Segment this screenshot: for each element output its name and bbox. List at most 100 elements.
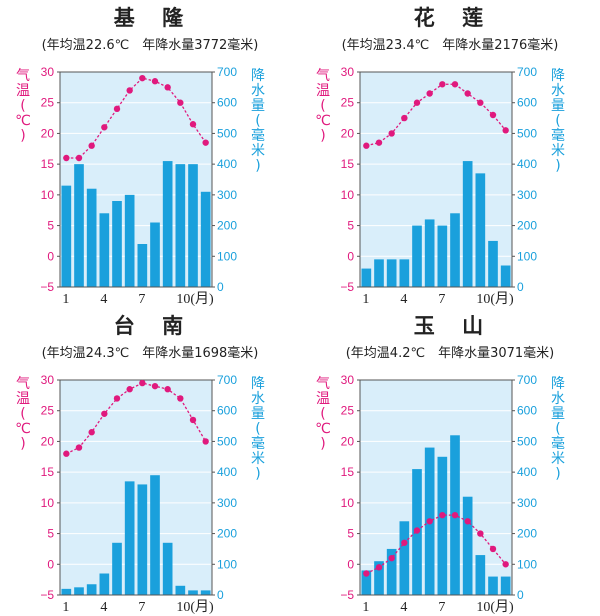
chart-panel-keelung: 基 隆 (年均温22.6℃ 年降水量3772毫米) 30 25 20 15 10 5 0 −5… — [0, 2, 300, 308]
left-tick-label: 15 — [341, 157, 355, 171]
plot-area — [60, 380, 212, 595]
x-tick-label: 7 — [438, 600, 445, 615]
chart-title: 玉 山 — [413, 314, 487, 338]
plot-area — [360, 380, 512, 595]
right-tick-label: 600 — [517, 96, 537, 110]
precipitation-bar — [86, 584, 97, 595]
y-right-label-char: 米 — [551, 451, 565, 467]
temperature-point — [451, 511, 459, 519]
temperature-point — [375, 139, 383, 146]
precipitation-bar — [399, 259, 410, 287]
precipitation-bar — [112, 542, 122, 595]
temperature-point — [388, 130, 395, 137]
right-tick-label: 0 — [517, 280, 524, 294]
climate-chart: 30 25 20 15 10 5 0 −5 700 600 500 400 300 200 100 0 1 4 7 1… — [15, 373, 265, 615]
precipitation-bar — [61, 588, 72, 595]
y-left-label-char: ( — [320, 98, 325, 114]
left-tick-label: 30 — [341, 65, 355, 79]
precipitation-bar — [124, 194, 135, 287]
precipitation-bar — [488, 240, 498, 287]
y-right-label-char: 毫 — [251, 127, 265, 144]
y-left-label-char: 气 — [16, 68, 30, 84]
y-left-label-char: ℃ — [15, 113, 31, 129]
left-tick-label: 20 — [41, 126, 55, 140]
right-tick-label: 600 — [517, 404, 537, 418]
plot-frame — [59, 71, 213, 288]
precipitation-bar — [437, 456, 448, 595]
right-tick-label: 200 — [217, 527, 237, 541]
x-tick-label: 10(月) — [176, 599, 214, 615]
x-tick-label: 4 — [400, 600, 407, 615]
temperature-point — [388, 554, 395, 562]
left-tick-label: 30 — [341, 373, 355, 387]
left-tick-label: 15 — [41, 465, 55, 479]
x-tick-label: 1 — [62, 600, 69, 615]
right-tick-label: 100 — [517, 557, 537, 571]
right-tick-label: 0 — [217, 588, 224, 602]
plot-area — [360, 72, 512, 287]
precipitation-bar — [462, 496, 473, 595]
y-left-label-char: ℃ — [15, 421, 31, 437]
precipitation-bar — [374, 561, 384, 595]
temperature-point — [189, 121, 197, 128]
precipitation-bar — [424, 219, 435, 287]
chart-panel-yushan: 玉 山 (年均温4.2℃ 年降水量3071毫米) 30 25 20 15 10 5 0 −5 7… — [300, 310, 600, 616]
y-left-label-char: ( — [20, 406, 25, 422]
precipitation-bar — [86, 188, 97, 287]
y-right-label-char: 米 — [251, 451, 265, 467]
precipitation-bar — [188, 164, 198, 287]
left-tick-label: 15 — [341, 465, 355, 479]
right-tick-label: 500 — [517, 126, 537, 140]
temperature-point — [63, 450, 70, 457]
chart-title: 基 隆 — [113, 6, 187, 30]
right-tick-label: 700 — [217, 65, 237, 79]
y-left-label-char: 气 — [16, 376, 30, 392]
x-tick-label: 10(月) — [476, 599, 514, 615]
precipitation-bar — [475, 173, 486, 287]
right-tick-label: 100 — [517, 249, 537, 263]
temperature-point — [151, 382, 159, 390]
chart-subtitle: (年均温23.4℃ 年降水量2176毫米) — [341, 38, 559, 53]
right-tick-label: 400 — [517, 157, 537, 171]
temperature-point — [401, 114, 408, 122]
left-tick-label: 10 — [41, 188, 55, 202]
right-tick-label: 0 — [517, 588, 524, 602]
left-tick-label: 5 — [347, 527, 354, 541]
chart-subtitle: (年均温4.2℃ 年降水量3071毫米) — [345, 346, 555, 361]
y-right-label-char: ) — [255, 158, 260, 174]
left-tick-label: 30 — [41, 373, 55, 387]
y-right-label-char: 水 — [551, 391, 565, 407]
y-right-label-char: 降 — [251, 376, 265, 392]
chart-title: 台 南 — [113, 314, 187, 338]
y-left-label-char: ) — [320, 436, 325, 452]
right-tick-label: 200 — [217, 219, 237, 233]
left-tick-label: 20 — [341, 126, 355, 140]
right-tick-label: 0 — [217, 280, 224, 294]
right-tick-label: 400 — [517, 465, 537, 479]
precipitation-bar — [99, 573, 110, 595]
right-tick-label: 200 — [517, 527, 537, 541]
temperature-point — [126, 386, 133, 393]
y-right-label-char: 量 — [551, 406, 565, 422]
y-left-label-char: ) — [20, 128, 25, 144]
left-tick-label: 25 — [41, 404, 55, 418]
y-left-label-char: ) — [320, 128, 325, 144]
temperature-point — [489, 111, 497, 119]
temperature-point — [75, 444, 83, 451]
chart-panel-hualien: 花 莲 (年均温23.4℃ 年降水量2176毫米) 30 25 20 15 10 5 0 −5… — [300, 2, 600, 308]
precipitation-bar — [112, 201, 122, 287]
left-tick-label: 0 — [347, 557, 354, 571]
precipitation-bar — [175, 585, 186, 595]
precipitation-bar — [200, 590, 211, 595]
precipitation-bar — [99, 213, 110, 287]
y-left-label-char: ) — [20, 436, 25, 452]
temperature-point — [477, 99, 484, 106]
x-tick-label: 4 — [100, 600, 107, 615]
precipitation-bar — [200, 191, 211, 287]
y-left-label-char: ( — [320, 406, 325, 422]
right-tick-label: 200 — [517, 219, 537, 233]
temperature-point — [88, 429, 95, 436]
y-right-label-char: 降 — [551, 376, 565, 392]
temperature-point — [464, 90, 471, 97]
right-tick-label: 700 — [217, 373, 237, 387]
